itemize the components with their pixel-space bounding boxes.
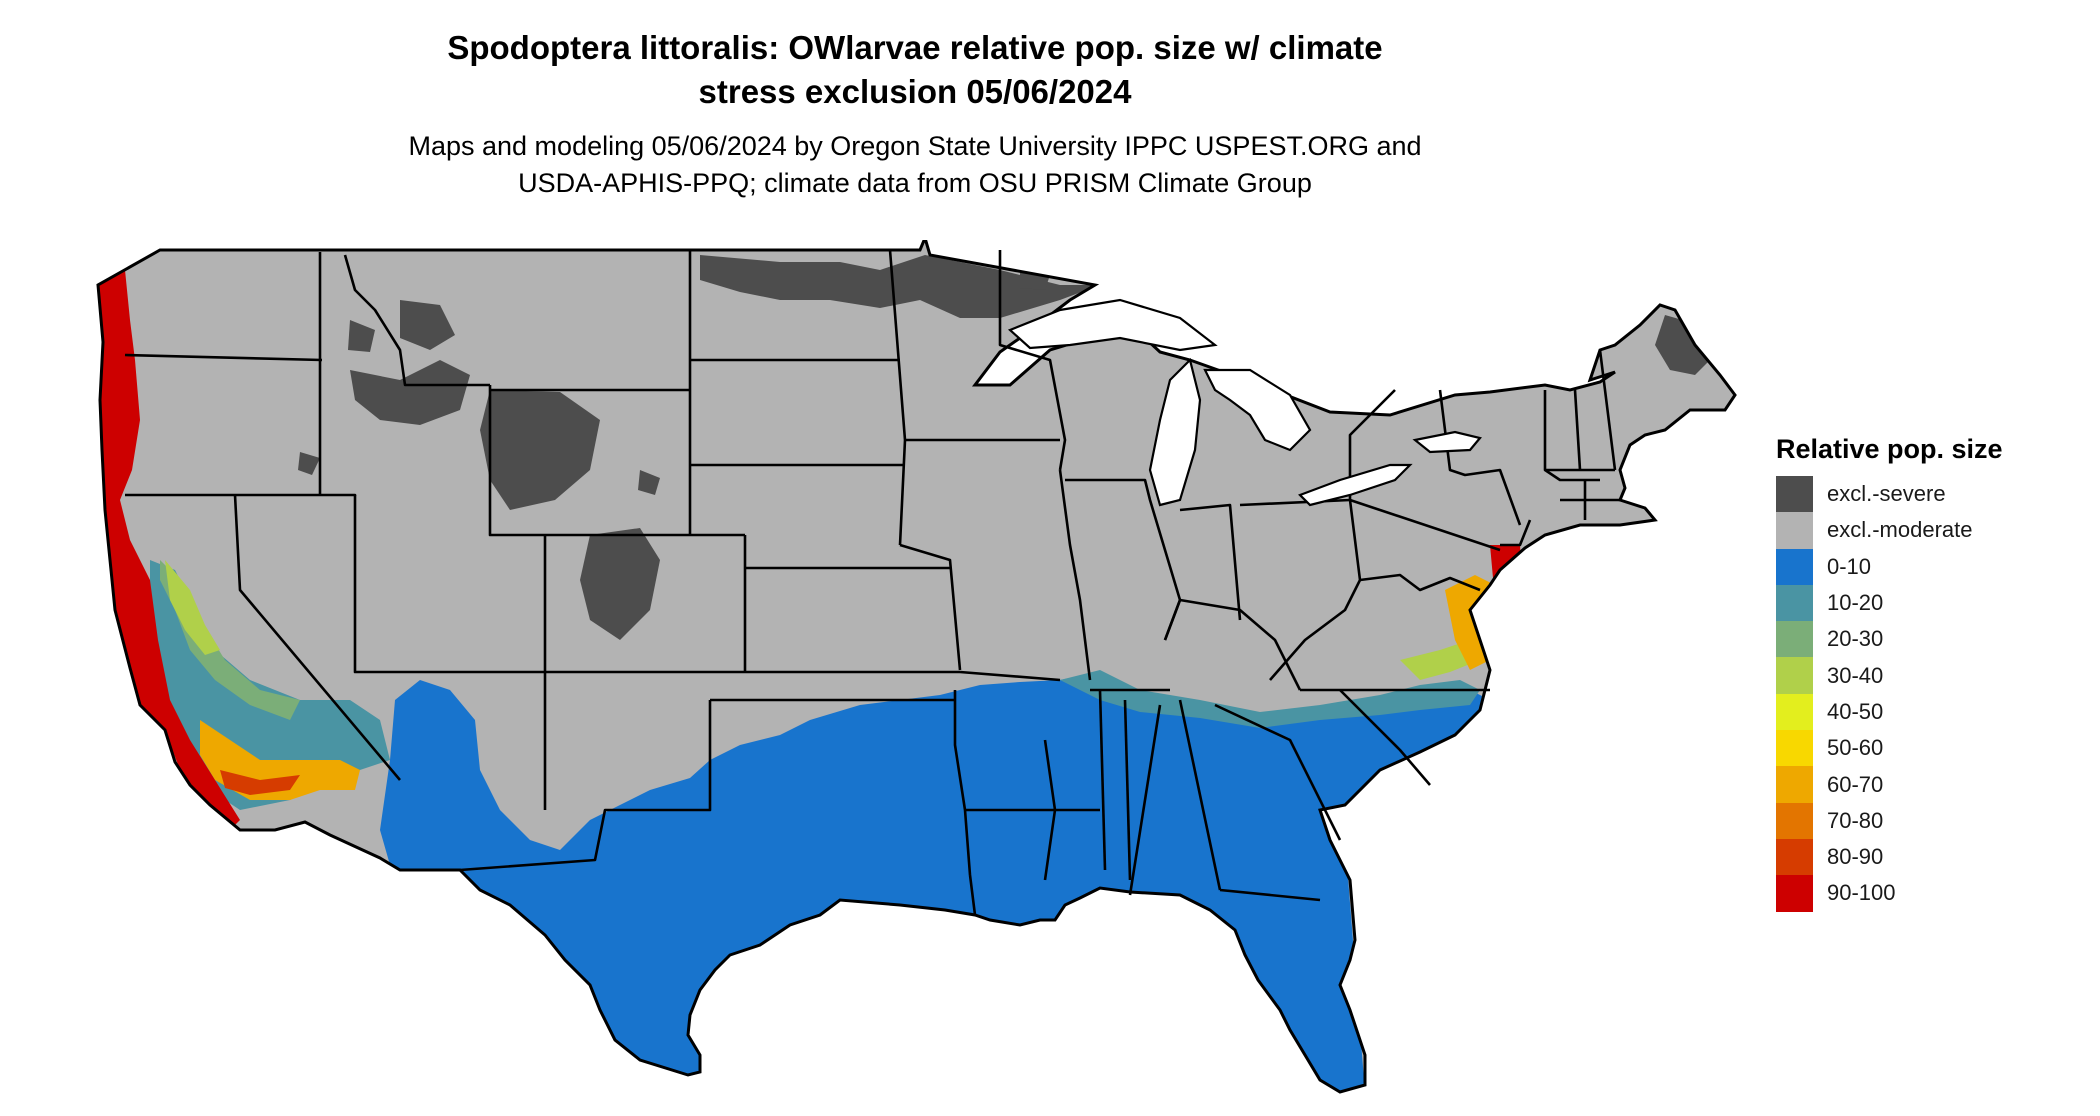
legend-item: 30-40 [1776, 657, 2076, 694]
legend-label: 80-90 [1827, 844, 1884, 870]
legend-label: 30-40 [1827, 662, 1884, 688]
legend: Relative pop. size excl.-severe excl.-mod… [1776, 432, 2076, 912]
legend-label: 0-10 [1827, 553, 1872, 579]
legend-swatch [1776, 584, 1813, 622]
legend-swatch [1776, 875, 1813, 912]
subtitle-line-1: Maps and modeling 05/06/2024 by Oregon S… [408, 131, 1422, 161]
legend-item: 80-90 [1776, 838, 2076, 876]
band-10-20-east [1060, 670, 1480, 728]
legend-item: excl.-moderate [1776, 512, 2076, 549]
legend-title: Relative pop. size [1776, 434, 2003, 464]
legend-swatch [1776, 730, 1813, 767]
legend-item: 10-20 [1776, 584, 2076, 622]
legend-label: 50-60 [1827, 735, 1884, 761]
legend-label: 90-100 [1827, 880, 1896, 906]
band-30-40-west [165, 560, 220, 655]
legend-item: excl.-severe [1776, 476, 2076, 513]
legend-item: 90-100 [1776, 875, 2076, 912]
legend-label: 70-80 [1827, 807, 1884, 833]
band-80-90-west [220, 770, 300, 795]
legend-swatch [1776, 693, 1813, 731]
legend-item: 70-80 [1776, 802, 2076, 839]
lake-erie [1298, 463, 1413, 507]
legend-label: 20-30 [1827, 626, 1884, 652]
legend-label: 40-50 [1827, 698, 1884, 724]
legend-label: excl.-severe [1827, 481, 1946, 507]
legend-item: 60-70 [1776, 766, 2076, 803]
legend-swatch [1776, 657, 1813, 694]
legend-swatch [1776, 802, 1813, 839]
us-map [96, 240, 1737, 1094]
title-line-1: Spodoptera littoralis: OWlarvae relative… [447, 29, 1383, 66]
legend-swatch [1776, 838, 1813, 876]
map-title: Spodoptera littoralis: OWlarvae relative… [0, 26, 1830, 114]
legend-items: excl.-severe excl.-moderate 0-10 10-20 20-30… [1776, 476, 2076, 912]
lake-michigan [1148, 357, 1202, 507]
legend-swatch [1776, 512, 1813, 549]
legend-swatch [1776, 766, 1813, 803]
legend-swatch [1776, 476, 1813, 513]
legend-item: 0-10 [1776, 548, 2076, 585]
map-subtitle: Maps and modeling 05/06/2024 by Oregon S… [0, 128, 1830, 202]
lake-superior [1007, 298, 1218, 352]
legend-label: excl.-moderate [1827, 517, 1973, 543]
legend-swatch [1776, 548, 1813, 585]
legend-label: 10-20 [1827, 590, 1884, 616]
title-line-2: stress exclusion 05/06/2024 [698, 73, 1132, 110]
band-90-100-coast [98, 270, 240, 830]
legend-label: 60-70 [1827, 771, 1884, 797]
legend-item: 20-30 [1776, 621, 2076, 658]
lake-ontario [1412, 430, 1482, 454]
legend-swatch [1776, 621, 1813, 658]
legend-item: 50-60 [1776, 730, 2076, 767]
great-lakes [1007, 298, 1482, 507]
lake-huron [1203, 368, 1312, 452]
subtitle-line-2: USDA-APHIS-PPQ; climate data from OSU PR… [518, 168, 1312, 198]
state-borders [124, 249, 1620, 916]
legend-item: 40-50 [1776, 693, 2076, 731]
